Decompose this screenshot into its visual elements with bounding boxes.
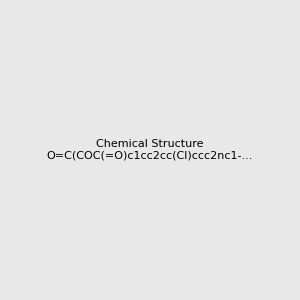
- Text: Chemical Structure
O=C(COC(=O)c1cc2cc(Cl)ccc2nc1-...: Chemical Structure O=C(COC(=O)c1cc2cc(Cl…: [47, 139, 253, 161]
